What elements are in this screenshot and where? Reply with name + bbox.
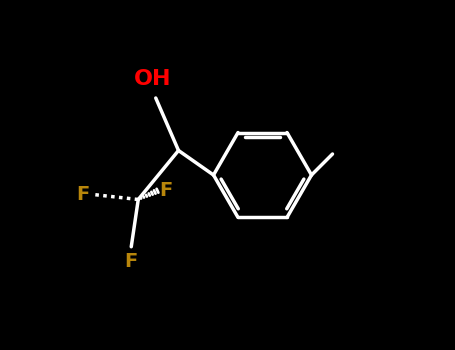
Text: OH: OH [133,69,171,89]
Text: F: F [159,181,172,200]
Text: F: F [125,252,138,271]
Text: F: F [76,185,89,204]
